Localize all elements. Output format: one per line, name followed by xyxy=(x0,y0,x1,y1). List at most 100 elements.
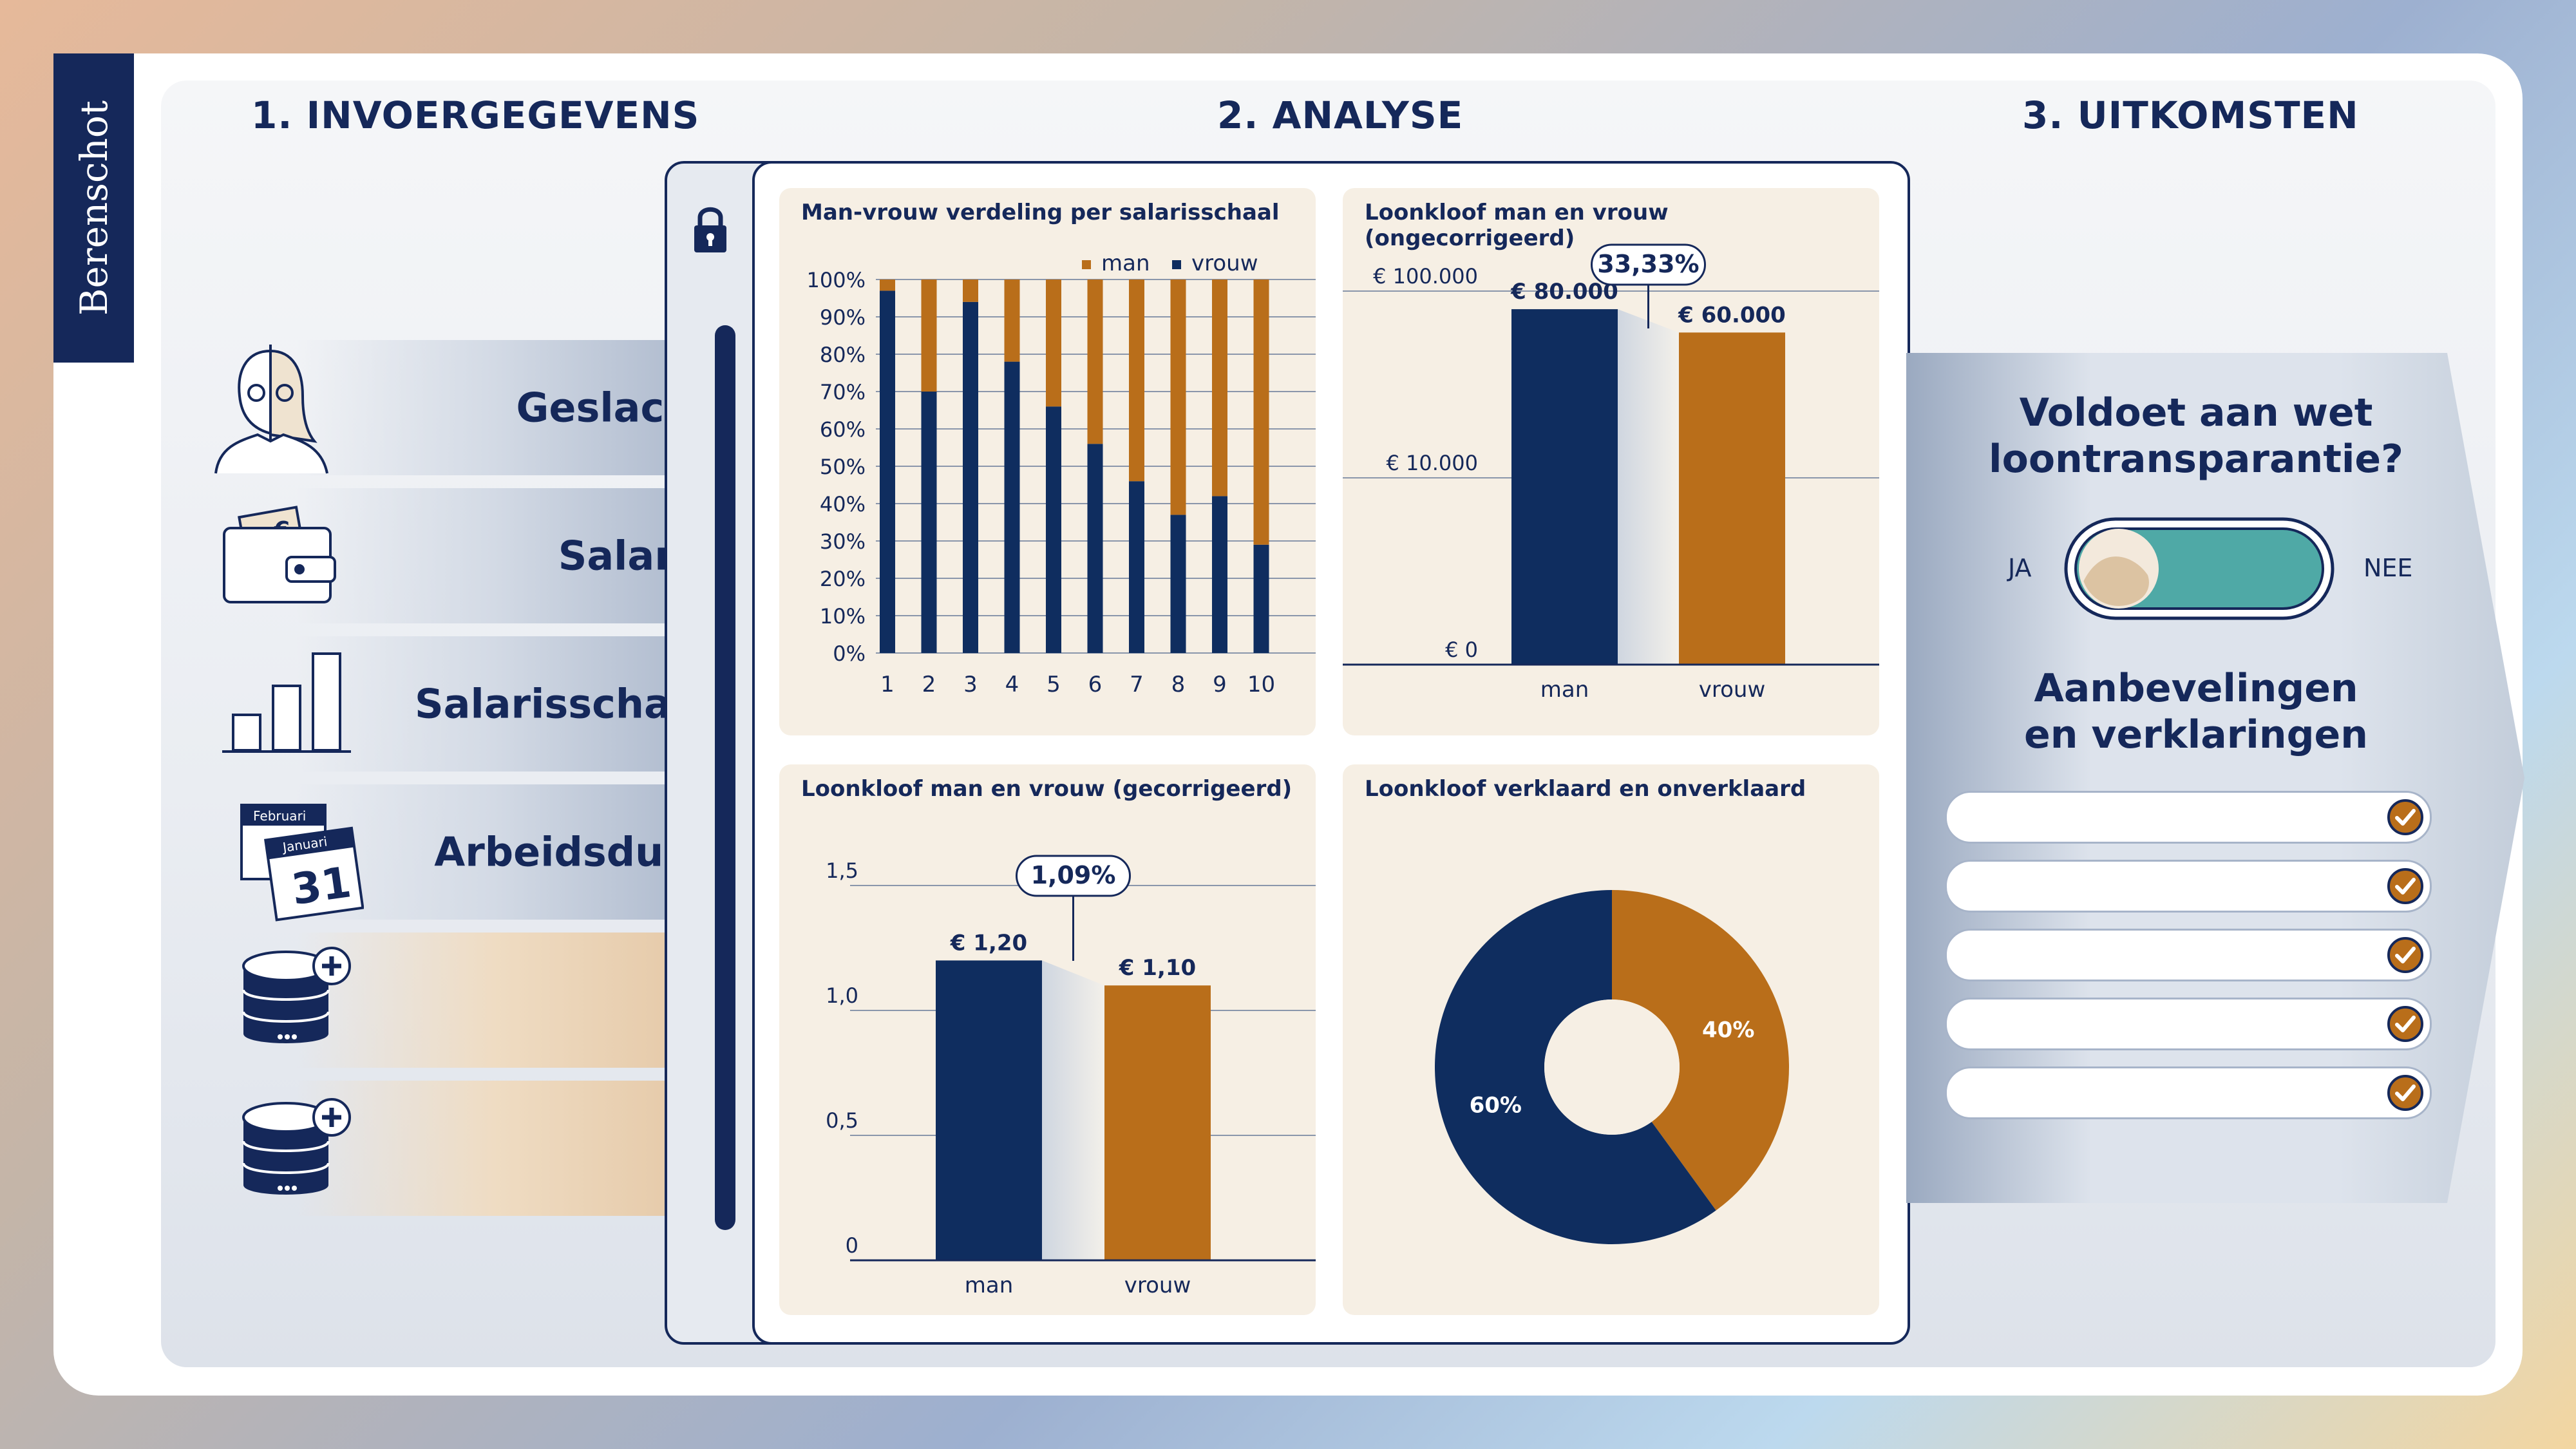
legend-swatch-vrouw xyxy=(1172,260,1181,269)
callout-pill xyxy=(1591,243,1706,286)
recommendation-field[interactable] xyxy=(1945,860,2432,913)
y-tick-label: 30% xyxy=(820,529,866,554)
outcomes-arrow xyxy=(1906,353,2524,1203)
bar-vrouw xyxy=(1170,515,1186,653)
bar-vrouw xyxy=(1212,496,1227,653)
recommendation-field[interactable] xyxy=(1945,791,2432,844)
chart-title: Loonkloof man en vrouw (ongecorrigeerd) xyxy=(1365,200,1669,251)
wallet-icon: € xyxy=(223,506,336,603)
bar-man xyxy=(1212,279,1227,497)
value-label: € 1,10 xyxy=(1119,955,1196,981)
calendar-month-back: Februari xyxy=(253,808,306,824)
recommendation-field[interactable] xyxy=(1945,929,2432,981)
recommendation-field[interactable] xyxy=(1945,998,2432,1050)
chart-distribution: 0% 10% 20% 30% 40% 50% 60% 70% 80% 90% 100% man vrou… xyxy=(807,251,1316,697)
x-tick-label: vrouw xyxy=(1699,677,1766,703)
y-tick-label: 90% xyxy=(820,305,866,330)
bar-vrouw xyxy=(1253,544,1269,653)
x-tick-label: man xyxy=(1540,677,1589,703)
bar-man xyxy=(1170,279,1186,515)
compliance-toggle[interactable] xyxy=(2064,517,2334,620)
chart-card-uncorrected: Loonkloof man en vrouw (ongecorrigeerd) … xyxy=(1343,188,1879,735)
input-label: Salarisschaal xyxy=(414,680,712,728)
lock-icon xyxy=(694,207,726,252)
recommendations-title: Aanbevelingen en verklaringen xyxy=(2024,666,2368,757)
y-tick-label: 1,0 xyxy=(826,983,858,1008)
y-tick-label: 80% xyxy=(820,343,866,367)
check-icon xyxy=(2387,1006,2423,1042)
chart-card-distribution: Man-vrouw verdeling per salarisschaal 0%… xyxy=(779,188,1316,735)
section-title-analysis: 2. ANALYSE xyxy=(1217,93,1464,137)
value-label: € 1,20 xyxy=(950,930,1027,956)
section-title-input: 1. INVOERGEGEVENS xyxy=(251,93,700,137)
bar-man xyxy=(1087,279,1103,444)
brand-logo: Berenschot xyxy=(53,53,134,363)
y-tick-label: € 10.000 xyxy=(1387,451,1479,475)
legend-label: vrouw xyxy=(1191,251,1258,276)
y-tick-label: 0,5 xyxy=(826,1108,858,1133)
callout-label: 1,09% xyxy=(1031,861,1116,889)
recommendation-field[interactable] xyxy=(1945,1066,2432,1119)
donut-hole xyxy=(1544,999,1680,1135)
bar-vrouw xyxy=(1104,985,1211,1260)
input-salarisschaal[interactable]: Salarisschaal xyxy=(296,636,734,772)
database-add-icon xyxy=(242,1098,351,1195)
y-tick-label: € 0 xyxy=(1445,638,1478,662)
bar-man xyxy=(1253,279,1269,545)
callout-label: 33,33% xyxy=(1597,250,1699,278)
y-tick-label: 20% xyxy=(820,567,866,591)
value-label: € 60.000 xyxy=(1678,302,1786,328)
toggle-label-no: NEE xyxy=(2363,554,2413,582)
y-tick-label: 60% xyxy=(820,417,866,442)
input-arbeidsduur[interactable]: Arbeidsduur xyxy=(296,784,734,920)
chart-title: Loonkloof verklaard en onverklaard xyxy=(1365,776,1806,802)
callout-pill xyxy=(1016,855,1131,897)
chart-title: Loonkloof man en vrouw (gecorrigeerd) xyxy=(801,776,1293,802)
bar-vrouw xyxy=(963,301,978,653)
input-rail xyxy=(715,325,735,1230)
x-tick-label: 10 xyxy=(1247,672,1275,697)
x-tick-label: 1 xyxy=(880,672,895,697)
input-extra-2[interactable] xyxy=(296,1081,734,1216)
bar-vrouw xyxy=(1004,361,1020,653)
y-tick-label: € 100.000 xyxy=(1373,264,1478,289)
value-label: € 80.000 xyxy=(1510,279,1618,305)
input-extra-1[interactable] xyxy=(296,933,734,1068)
calendar-icon: Februari Januari 31 xyxy=(240,804,364,922)
legend-swatch-man xyxy=(1082,260,1091,269)
x-tick-label: 5 xyxy=(1046,672,1061,697)
bar-man xyxy=(1046,279,1061,407)
y-tick-label: 50% xyxy=(820,455,866,479)
bar-vrouw xyxy=(921,392,937,653)
y-tick-label: 0% xyxy=(833,641,866,666)
bar-vrouw xyxy=(880,290,895,653)
check-icon xyxy=(2387,868,2423,904)
y-tick-label: 40% xyxy=(820,492,866,516)
bar-man xyxy=(1129,279,1144,482)
slice-label: 60% xyxy=(1470,1093,1522,1119)
x-tick-label: 4 xyxy=(1005,672,1019,697)
chart-uncorrected: € 0 € 10.000 € 100.000 € 80.000 € 60.000 man v… xyxy=(1343,243,1879,703)
chart-explained: 40% 60% xyxy=(1435,890,1789,1244)
check-icon xyxy=(2387,1075,2423,1111)
bar-man xyxy=(1511,309,1618,665)
x-tick-label: 9 xyxy=(1213,672,1227,697)
gap-band xyxy=(1618,309,1679,665)
database-add-icon xyxy=(242,947,351,1043)
donut-slice xyxy=(1435,890,1716,1244)
check-icon xyxy=(2387,937,2423,973)
chart-card-explained: Loonkloof verklaard en onverklaard 40% 60… xyxy=(1343,764,1879,1315)
bar-man xyxy=(921,279,937,392)
slice-label: 40% xyxy=(1702,1017,1754,1043)
x-tick-label: 8 xyxy=(1171,672,1186,697)
y-tick-label: 10% xyxy=(820,604,866,629)
x-tick-label: 7 xyxy=(1130,672,1144,697)
y-tick-label: 100% xyxy=(807,268,866,292)
chart-title: Man-vrouw verdeling per salarisschaal xyxy=(801,200,1280,225)
bar-man xyxy=(963,279,978,302)
check-icon xyxy=(2387,799,2423,835)
person-icon xyxy=(214,345,328,474)
bar-man xyxy=(880,279,895,291)
toggle-label-yes: JA xyxy=(2008,554,2032,582)
